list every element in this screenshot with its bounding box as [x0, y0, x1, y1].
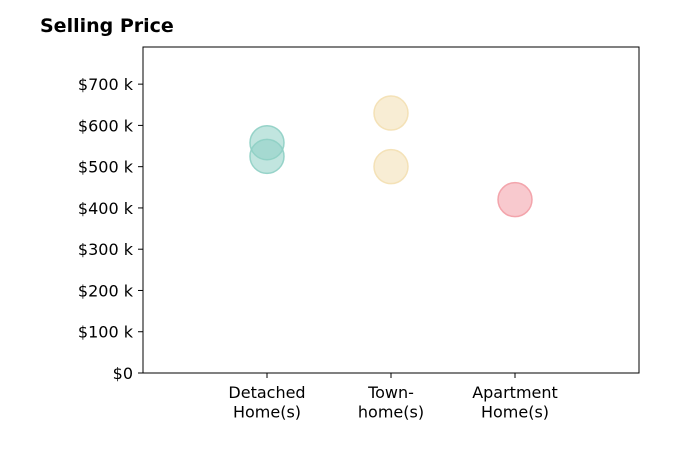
y-tick-label: $200 k: [78, 281, 134, 300]
y-tick-label: $400 k: [78, 199, 134, 218]
chart-title: Selling Price: [40, 15, 174, 37]
y-tick-label: $300 k: [78, 240, 134, 259]
y-tick-label: $0: [113, 364, 133, 383]
y-tick-label: $600 k: [78, 116, 134, 135]
data-point: [249, 138, 285, 175]
x-tick-label: Town-home(s): [358, 383, 424, 422]
y-tick-label: $100 k: [78, 323, 134, 342]
x-tick-label: Apartment Home(s): [472, 383, 558, 422]
x-tick-label: Detached Home(s): [228, 383, 305, 422]
data-point: [373, 95, 409, 131]
data-point: [373, 148, 409, 185]
data-point: [497, 181, 533, 218]
y-tick-label: $500 k: [78, 158, 134, 177]
y-tick-label: $700 k: [78, 75, 134, 94]
